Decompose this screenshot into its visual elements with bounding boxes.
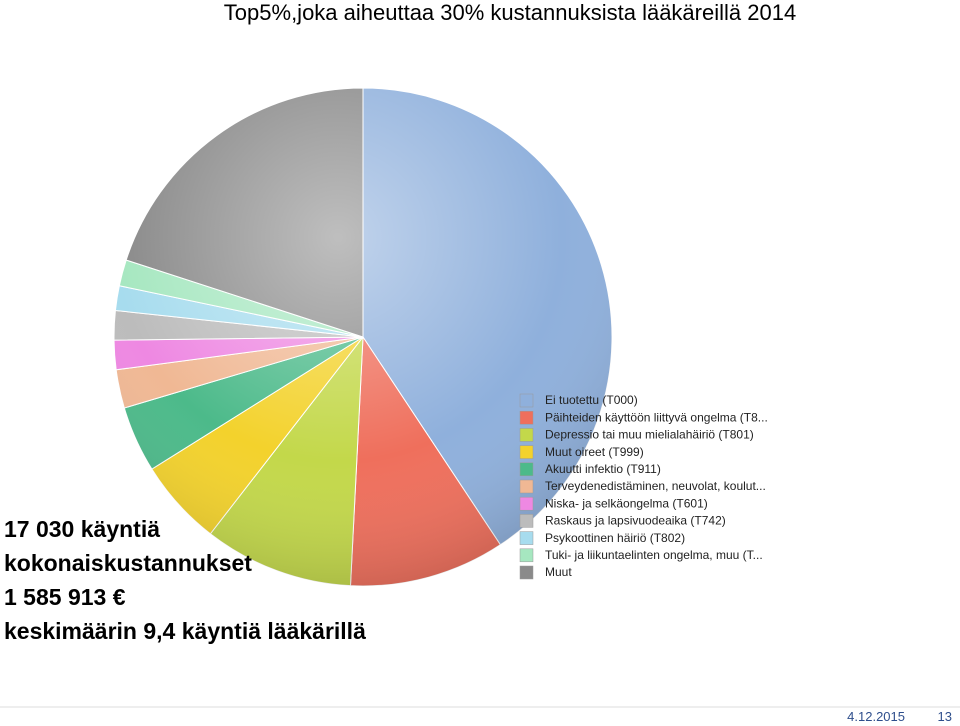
legend-swatch — [519, 479, 534, 494]
legend: Ei tuotettu (T000) Päihteiden käyttöön li… — [519, 393, 768, 580]
legend-label: Muut oireet (T999) — [545, 445, 644, 459]
legend-label: Muut — [545, 565, 572, 579]
legend-label: Terveydenedistäminen, neuvolat, koulut..… — [545, 479, 766, 493]
legend-label: Päihteiden käyttöön liittyvä ongelma (T8… — [545, 410, 768, 424]
legend-swatch — [519, 496, 534, 511]
legend-label: Niska- ja selkäongelma (T601) — [545, 496, 708, 510]
legend-swatch — [519, 548, 534, 563]
annotation: 17 030 käyntiä — [4, 516, 160, 542]
annotation: keskimäärin 9,4 käyntiä lääkärillä — [4, 618, 366, 644]
legend-label: Depressio tai muu mielialahäiriö (T801) — [545, 428, 754, 442]
legend-swatch — [519, 410, 534, 425]
legend-swatch — [519, 462, 534, 477]
annotation: kokonaiskustannukset — [4, 550, 252, 576]
footer-date: 4.12.2015 — [847, 709, 905, 724]
legend-swatch — [519, 445, 534, 459]
legend-swatch — [519, 565, 534, 580]
legend-swatch — [519, 428, 534, 442]
chart-title: Top5%,joka aiheuttaa 30% kustannuksista … — [224, 0, 796, 25]
legend-label: Psykoottinen häiriö (T802) — [545, 531, 685, 545]
legend-swatch — [519, 393, 534, 408]
legend-swatch — [519, 514, 534, 528]
legend-label: Akuutti infektio (T911) — [545, 462, 661, 476]
legend-label: Tuki- ja liikuntaelinten ongelma, muu (T… — [545, 548, 763, 562]
annotation: 1 585 913 € — [4, 584, 126, 610]
legend-label: Raskaus ja lapsivuodeaika (T742) — [545, 514, 726, 528]
legend-swatch — [519, 531, 534, 545]
page-number: 13 — [938, 709, 952, 724]
legend-label: Ei tuotettu (T000) — [545, 393, 638, 407]
